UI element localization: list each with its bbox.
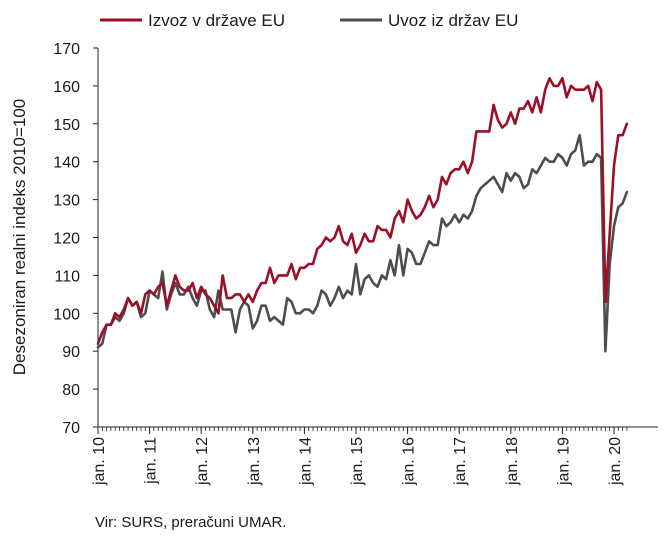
x-tick-label: jan. 14: [297, 437, 314, 486]
legend-label-2: Uvoz iz držav EU: [388, 11, 518, 30]
legend: Izvoz v države EU Uvoz iz držav EU: [100, 11, 518, 30]
y-tick-label: 100: [53, 306, 80, 323]
x-tick-label: jan. 12: [194, 437, 211, 486]
y-tick-label: 90: [62, 344, 80, 361]
y-tick-label: 70: [62, 420, 80, 437]
x-tick-label: jan. 19: [555, 437, 572, 486]
x-axis: jan. 10 jan. 11 jan. 12 jan. 13 jan. 14 jan. …: [91, 426, 658, 486]
series-line-1: [96, 77, 629, 345]
x-tick-label: jan. 16: [401, 437, 418, 486]
y-tick-label: 110: [54, 268, 80, 285]
x-tick-label: jan. 18: [504, 437, 521, 486]
x-tick-label: jan. 13: [246, 437, 263, 486]
y-axis: 70 80 90 100 110 120 130 140 150 160 170: [53, 41, 99, 437]
x-tick-label: jan. 10: [91, 437, 108, 486]
series-layer: [96, 77, 629, 353]
source-note: Vir: SURS, preračuni UMAR.: [95, 514, 287, 531]
y-tick-label: 140: [53, 155, 80, 172]
x-tick-label: jan. 15: [349, 437, 366, 486]
y-tick-label: 80: [62, 382, 80, 399]
x-tick-label: jan. 11: [143, 437, 160, 485]
y-tick-label: 130: [53, 193, 80, 210]
legend-label-1: Izvoz v države EU: [148, 11, 285, 30]
y-tick-label: 170: [53, 41, 80, 58]
y-tick-label: 150: [53, 117, 80, 134]
x-tick-label: jan. 20: [607, 437, 624, 486]
y-tick-label: 160: [53, 79, 80, 96]
series-line-2: [96, 133, 629, 353]
y-tick-label: 120: [53, 231, 80, 248]
y-axis-title: Desezoniran realni indeks 2010=100: [10, 99, 29, 375]
x-tick-label: jan. 17: [452, 437, 469, 486]
